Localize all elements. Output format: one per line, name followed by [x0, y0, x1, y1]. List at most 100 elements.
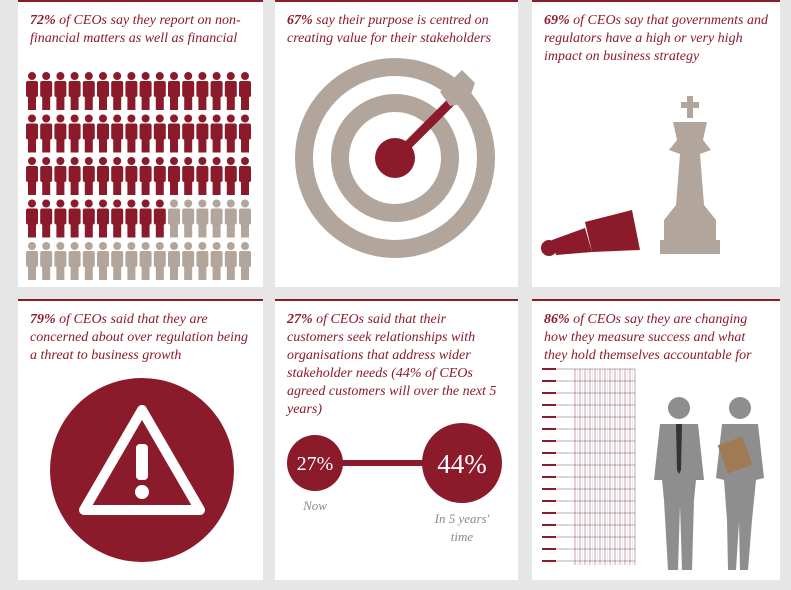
- body: [153, 251, 166, 267]
- future-value: 44%: [437, 449, 487, 479]
- body: [139, 251, 152, 267]
- person-icon: [26, 242, 38, 280]
- legs: [56, 138, 65, 153]
- legs: [127, 181, 136, 195]
- person-icon: [125, 199, 138, 238]
- legs: [141, 181, 150, 195]
- highlight: 72%: [30, 13, 56, 28]
- head: [170, 199, 178, 208]
- person-icon: [68, 242, 81, 280]
- person-icon: [239, 242, 251, 280]
- body: [26, 81, 38, 97]
- person-icon: [97, 157, 109, 195]
- panel-text: 79% of CEOs said that they are concerned…: [18, 301, 263, 365]
- head: [84, 199, 93, 208]
- person-icon: [210, 242, 223, 280]
- body: [68, 166, 81, 182]
- head: [28, 114, 36, 123]
- person-icon: [196, 157, 209, 195]
- legs: [155, 138, 164, 153]
- legs: [184, 181, 193, 195]
- body: [210, 166, 223, 182]
- now-value: 27%: [297, 453, 334, 475]
- person-icon: [125, 72, 138, 110]
- head: [212, 199, 221, 208]
- statement: say their purpose is centred on creating…: [287, 13, 491, 46]
- legs: [155, 96, 164, 110]
- now-label: Now: [302, 498, 327, 513]
- head: [28, 157, 36, 165]
- body: [26, 123, 38, 140]
- person-icon: [168, 157, 180, 195]
- head: [170, 157, 178, 165]
- legs: [113, 223, 122, 238]
- head: [141, 72, 150, 80]
- body: [97, 251, 109, 267]
- person-icon: [210, 114, 223, 153]
- person-icon: [82, 199, 95, 238]
- legs: [42, 266, 51, 280]
- body: [40, 81, 53, 97]
- person-icon: [153, 242, 166, 280]
- legs: [42, 181, 51, 195]
- future-label: In 5 years' time: [434, 511, 490, 544]
- legs: [141, 96, 150, 110]
- head: [141, 114, 150, 123]
- person-icon: [182, 242, 195, 280]
- legs: [198, 96, 207, 110]
- head: [198, 199, 207, 208]
- person-icon: [54, 199, 67, 238]
- body: [153, 208, 166, 225]
- person-icon: [210, 157, 223, 195]
- legs: [226, 96, 235, 110]
- body: [139, 81, 152, 97]
- legs: [99, 266, 107, 280]
- legs: [99, 138, 107, 153]
- legs: [184, 138, 193, 153]
- legs: [198, 138, 207, 153]
- legs: [28, 138, 36, 153]
- body: [182, 166, 195, 182]
- body: [68, 123, 81, 140]
- body: [182, 208, 195, 225]
- body: [54, 123, 67, 140]
- legs: [28, 96, 36, 110]
- person-icon: [196, 72, 209, 110]
- person-icon: [40, 242, 53, 280]
- head: [56, 199, 65, 208]
- body: [210, 81, 223, 97]
- body: [168, 123, 180, 140]
- person-icon: [196, 114, 209, 153]
- body: [40, 251, 53, 267]
- head: [184, 72, 193, 80]
- head: [212, 72, 221, 80]
- target-icon: [295, 58, 495, 258]
- body: [111, 208, 124, 225]
- body: [97, 123, 109, 140]
- head: [99, 242, 107, 250]
- person-icon: [153, 114, 166, 153]
- body: [224, 251, 237, 267]
- head: [226, 72, 235, 80]
- head: [42, 157, 51, 165]
- legs: [184, 96, 193, 110]
- body: [182, 251, 195, 267]
- body: [82, 166, 95, 182]
- person-icon: [54, 242, 67, 280]
- legs: [28, 223, 36, 238]
- body: [97, 166, 109, 182]
- body: [125, 123, 138, 140]
- legs: [198, 266, 207, 280]
- body: [153, 123, 166, 140]
- head: [127, 242, 136, 250]
- body: [125, 81, 138, 97]
- highlight: 86%: [544, 312, 570, 327]
- legs: [226, 138, 235, 153]
- head: [226, 114, 235, 123]
- legs: [212, 266, 221, 280]
- person-icon: [224, 199, 237, 238]
- legs: [84, 96, 93, 110]
- body: [111, 81, 124, 97]
- statement: of CEOs say they report on non-financial…: [30, 13, 241, 46]
